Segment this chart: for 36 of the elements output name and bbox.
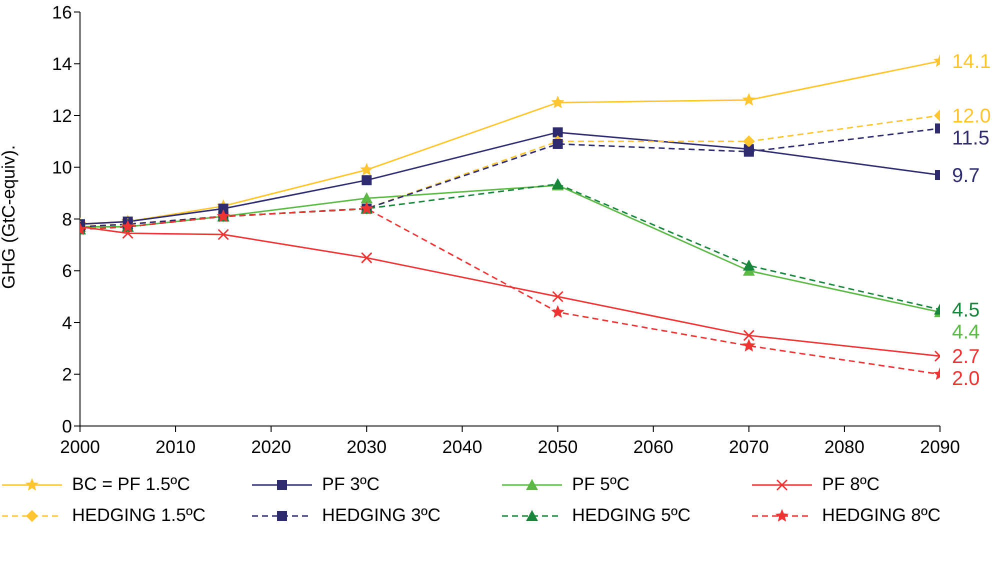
y-tick-label: 4 [62, 312, 72, 333]
x-tick-label: 2010 [156, 436, 196, 457]
legend-label: HEDGING 8ºC [822, 505, 941, 526]
y-tick-label: 14 [52, 54, 72, 74]
legend-label: HEDGING 1.5ºC [72, 505, 206, 526]
y-tick-label: 6 [62, 261, 72, 282]
x-tick-label: 2020 [251, 436, 292, 457]
data-label: 2.0 [952, 368, 980, 390]
y-tick-label: 12 [52, 106, 72, 126]
x-tick-label: 2000 [60, 436, 100, 457]
y-axis-title: GHG (GtC-equiv). [0, 144, 18, 289]
x-tick-label: 2050 [538, 436, 578, 457]
data-label: 4.4 [952, 322, 980, 344]
y-tick-label: 16 [52, 2, 72, 22]
data-label: 14.1 [952, 51, 991, 74]
data-label: 11.5 [952, 128, 990, 150]
y-tick-label: 2 [62, 364, 72, 385]
legend-label: PF 5ºC [572, 474, 630, 495]
x-tick-label: 2070 [728, 436, 769, 457]
x-tick-label: 2030 [346, 436, 387, 457]
legend-label: HEDGING 5ºC [572, 505, 691, 526]
x-tick-label: 2080 [824, 436, 864, 457]
x-tick-label: 2060 [633, 436, 674, 457]
legend-label: BC = PF 1.5ºC [72, 474, 190, 495]
legend-label: PF 3ºC [322, 474, 380, 495]
x-tick-label: 2090 [920, 436, 960, 457]
y-tick-label: 10 [52, 158, 72, 178]
y-tick-label: 8 [62, 209, 72, 230]
data-label: 4.5 [952, 300, 980, 322]
legend-label: HEDGING 3ºC [322, 505, 441, 526]
data-label: 9.7 [952, 165, 980, 188]
data-label: 2.7 [952, 346, 980, 368]
legend-label: PF 8ºC [822, 474, 880, 495]
data-label: 12.0 [952, 106, 991, 128]
y-tick-label: 0 [62, 416, 72, 436]
x-tick-label: 2040 [442, 436, 482, 457]
